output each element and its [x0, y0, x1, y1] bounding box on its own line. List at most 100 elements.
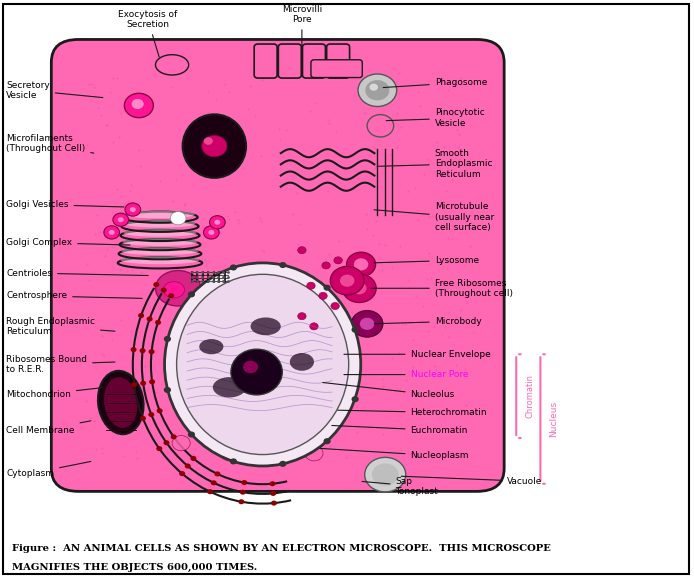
Ellipse shape [155, 55, 189, 75]
Circle shape [179, 471, 185, 476]
Text: Microvilli
Pore: Microvilli Pore [282, 5, 322, 52]
Text: Free Ribosomes
(Throughout cell): Free Ribosomes (Throughout cell) [371, 279, 513, 298]
Circle shape [203, 226, 219, 239]
Text: Centrosphere: Centrosphere [6, 291, 142, 301]
Text: Phagosome: Phagosome [383, 78, 487, 88]
Circle shape [358, 74, 397, 107]
Ellipse shape [104, 377, 137, 428]
Ellipse shape [290, 353, 314, 371]
Text: Lysosome: Lysosome [374, 256, 479, 265]
Circle shape [214, 220, 221, 225]
Text: MAGNIFIES THE OBJECTS 600,000 TIMES.: MAGNIFIES THE OBJECTS 600,000 TIMES. [12, 563, 257, 572]
Circle shape [157, 409, 162, 413]
Text: Microbody: Microbody [374, 317, 482, 326]
Circle shape [164, 387, 171, 393]
Circle shape [319, 293, 328, 299]
Circle shape [364, 458, 406, 492]
Ellipse shape [155, 271, 201, 306]
Circle shape [346, 252, 375, 276]
Circle shape [156, 446, 162, 451]
Circle shape [149, 349, 155, 354]
Circle shape [307, 282, 315, 289]
Circle shape [168, 293, 174, 298]
Ellipse shape [121, 248, 198, 255]
Circle shape [270, 491, 276, 496]
Circle shape [342, 274, 376, 302]
Circle shape [279, 461, 287, 467]
Ellipse shape [164, 263, 361, 466]
Circle shape [172, 436, 190, 451]
Circle shape [188, 432, 195, 437]
Circle shape [210, 216, 226, 229]
Circle shape [140, 381, 146, 386]
Circle shape [104, 226, 119, 239]
Circle shape [125, 203, 141, 216]
Circle shape [211, 480, 217, 485]
Ellipse shape [199, 339, 223, 354]
Circle shape [164, 336, 171, 342]
Circle shape [352, 282, 366, 294]
Text: Cell Membrane: Cell Membrane [6, 421, 91, 435]
Circle shape [369, 84, 378, 91]
Circle shape [214, 471, 221, 477]
Circle shape [153, 282, 160, 287]
Circle shape [185, 463, 191, 469]
Circle shape [118, 217, 124, 222]
Text: Microtubule
(usually near
cell surface): Microtubule (usually near cell surface) [374, 203, 494, 232]
Text: Secretory
Vesicle: Secretory Vesicle [6, 81, 103, 100]
Circle shape [271, 501, 277, 505]
Ellipse shape [202, 136, 227, 157]
Ellipse shape [123, 238, 197, 246]
Text: Ribosomes Bound
to R.E.R.: Ribosomes Bound to R.E.R. [6, 355, 115, 374]
Circle shape [164, 440, 169, 445]
Circle shape [354, 258, 369, 271]
Circle shape [171, 434, 177, 440]
FancyBboxPatch shape [327, 44, 350, 78]
Circle shape [242, 480, 247, 485]
Circle shape [131, 382, 137, 387]
FancyBboxPatch shape [311, 60, 362, 77]
Circle shape [298, 313, 306, 320]
Circle shape [130, 207, 136, 212]
Text: Vacuole: Vacuole [401, 476, 543, 486]
Circle shape [130, 347, 137, 352]
Circle shape [351, 396, 359, 402]
Circle shape [208, 230, 214, 235]
Circle shape [372, 463, 398, 486]
Text: Exocytosis of
Secretion: Exocytosis of Secretion [118, 10, 178, 57]
Circle shape [331, 302, 339, 310]
Text: Rough Endoplasmic
Reticulum: Rough Endoplasmic Reticulum [6, 317, 115, 336]
Text: Nucleolus: Nucleolus [323, 383, 455, 399]
Circle shape [207, 489, 213, 494]
Circle shape [340, 275, 355, 287]
Ellipse shape [124, 220, 196, 227]
Circle shape [305, 445, 323, 461]
Ellipse shape [98, 371, 144, 434]
FancyBboxPatch shape [51, 39, 504, 492]
Text: Golgi Vesicles: Golgi Vesicles [6, 200, 124, 209]
Circle shape [334, 257, 342, 264]
Circle shape [238, 499, 244, 504]
Circle shape [323, 438, 331, 444]
Circle shape [262, 451, 281, 466]
Circle shape [188, 291, 195, 297]
Circle shape [146, 316, 153, 321]
Circle shape [132, 99, 144, 109]
Text: Heterochromatin: Heterochromatin [338, 408, 487, 417]
Ellipse shape [163, 282, 185, 298]
Text: Mitochondrion: Mitochondrion [6, 388, 103, 399]
Circle shape [221, 445, 239, 461]
Text: Microfilaments
(Throughout Cell): Microfilaments (Throughout Cell) [6, 134, 94, 153]
Ellipse shape [124, 229, 196, 237]
Circle shape [138, 313, 144, 318]
Text: Golgi Complex: Golgi Complex [6, 238, 130, 247]
Circle shape [230, 458, 237, 464]
FancyBboxPatch shape [254, 44, 277, 78]
Ellipse shape [231, 349, 282, 395]
Circle shape [190, 456, 196, 461]
Circle shape [149, 379, 155, 384]
Ellipse shape [243, 361, 258, 373]
Circle shape [330, 267, 364, 295]
Circle shape [155, 320, 161, 325]
Circle shape [310, 323, 318, 330]
